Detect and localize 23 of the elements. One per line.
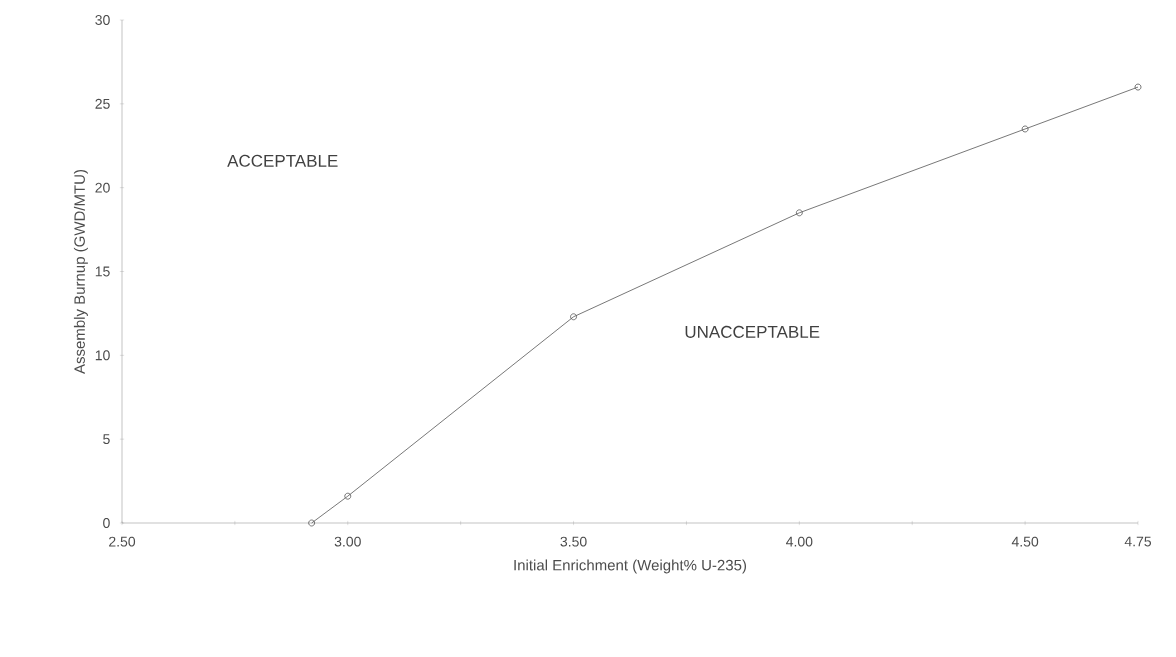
- x-tick-label: 3.50: [560, 536, 587, 547]
- x-tick-label: 4.50: [1011, 536, 1039, 547]
- x-tick-label: 4.75: [1124, 536, 1152, 547]
- x-tick-label: 2.50: [109, 536, 136, 547]
- point: [308, 519, 316, 527]
- x-tick-label: 4.00: [786, 536, 813, 547]
- y-tick-label: 0: [103, 518, 110, 528]
- point: [344, 492, 352, 500]
- point: [795, 209, 803, 217]
- y-tick-label: 25: [95, 98, 110, 109]
- point: [1021, 125, 1029, 133]
- x-tick-label: 3.00: [334, 536, 361, 547]
- y-tick-label: 15: [95, 266, 110, 277]
- y-tick-label: 30: [95, 15, 110, 25]
- x-axis-title: Initial Enrichment (Weight% U-235): [514, 559, 747, 574]
- y-axis-title: Assembly Burnup (GWD/MTU): [73, 169, 88, 374]
- annotation: ACCEPTABLE: [227, 154, 338, 167]
- y-tick-label: 10: [95, 350, 110, 361]
- annotation: UNACCEPTABLE: [685, 325, 820, 338]
- y-tick-label: 20: [95, 182, 110, 193]
- point: [1134, 83, 1142, 91]
- y-tick-label: 5: [103, 434, 110, 445]
- point: [570, 313, 577, 321]
